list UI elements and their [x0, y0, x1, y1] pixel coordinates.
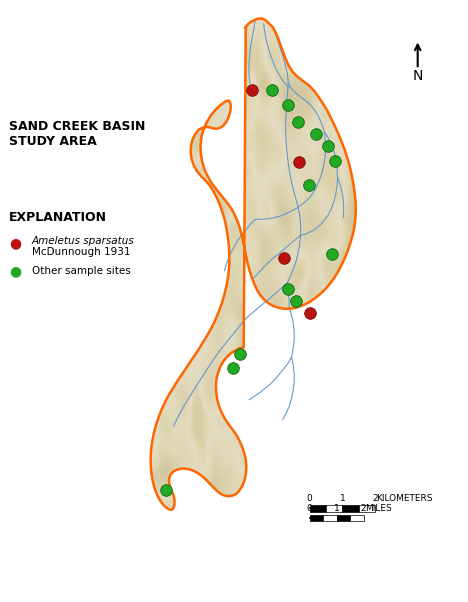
Point [284, 100, 292, 110]
Point [306, 308, 314, 318]
Point [331, 157, 338, 166]
Point [292, 296, 300, 306]
Text: ●: ● [9, 264, 22, 278]
Text: 2: 2 [372, 494, 378, 503]
Point [285, 284, 292, 293]
Point [236, 349, 244, 359]
Point [305, 181, 313, 190]
Bar [310, 515, 323, 521]
Text: SAND CREEK BASIN
STUDY AREA: SAND CREEK BASIN STUDY AREA [9, 120, 146, 149]
Text: ●: ● [9, 237, 22, 251]
Point [163, 485, 170, 495]
Bar [326, 505, 343, 512]
Point [328, 249, 336, 259]
Bar [359, 505, 375, 512]
Bar [343, 505, 359, 512]
Text: Other sample sites: Other sample sites [32, 266, 131, 276]
Polygon shape [151, 19, 356, 510]
Point [268, 85, 276, 95]
Text: EXPLANATION: EXPLANATION [9, 211, 107, 224]
Bar [310, 505, 326, 512]
Point [281, 253, 288, 263]
Text: McDunnough 1931: McDunnough 1931 [32, 247, 130, 256]
Text: 0: 0 [307, 504, 313, 513]
Text: Ameletus sparsatus: Ameletus sparsatus [32, 236, 135, 246]
Text: N: N [412, 69, 423, 82]
Text: KILOMETERS: KILOMETERS [376, 494, 433, 503]
Bar [323, 515, 336, 521]
Bar [350, 515, 364, 521]
Point [294, 117, 302, 126]
Bar [336, 515, 350, 521]
Text: MILES: MILES [365, 504, 391, 513]
Point [229, 363, 236, 373]
Text: 2: 2 [361, 504, 366, 513]
Point [313, 129, 320, 138]
Text: 0: 0 [307, 494, 313, 503]
Point [295, 157, 303, 167]
Point [248, 85, 256, 95]
Point [324, 141, 331, 150]
Text: 1: 1 [339, 494, 345, 503]
Text: 1: 1 [334, 504, 339, 513]
